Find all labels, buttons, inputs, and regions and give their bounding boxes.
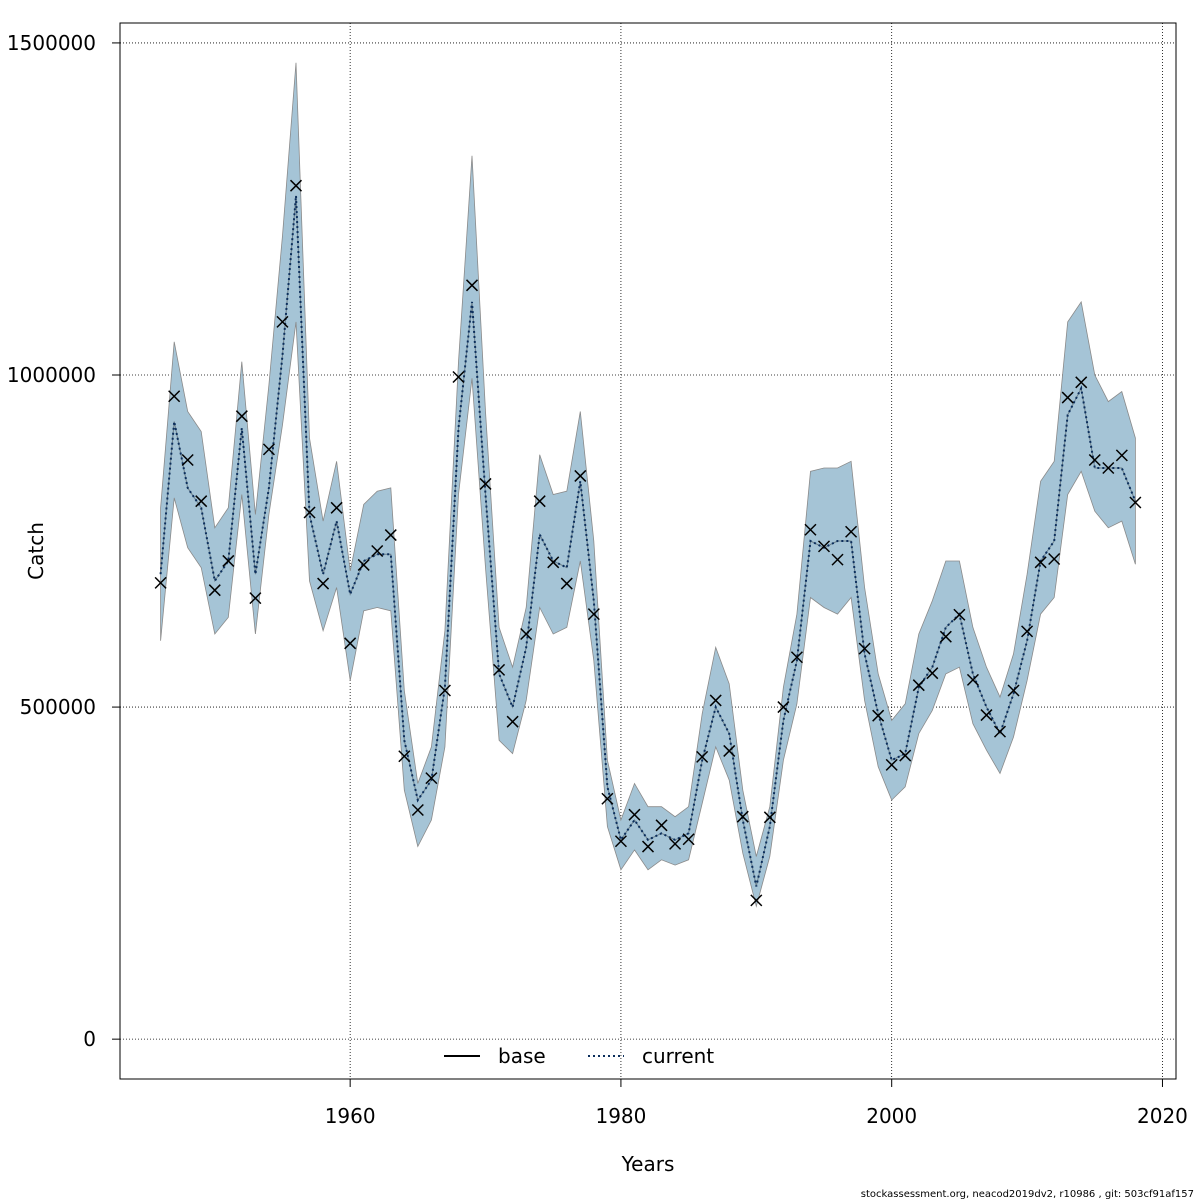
observed-marker-2014 xyxy=(1075,376,1088,389)
observed-marker-1992 xyxy=(777,701,790,714)
observed-marker-1958 xyxy=(317,577,330,590)
x-tick-label-1980: 1980 xyxy=(595,1104,646,1128)
observed-marker-2010 xyxy=(1021,625,1034,638)
observed-marker-1952 xyxy=(235,410,248,423)
y-tick-label-500000: 500000 xyxy=(20,695,96,719)
observed-marker-1956 xyxy=(289,179,303,192)
observed-marker-1980 xyxy=(614,835,627,848)
observed-marker-1982 xyxy=(641,840,655,853)
observed-marker-1965 xyxy=(411,803,424,817)
observed-marker-1985 xyxy=(682,833,695,846)
y-tick-label-0: 0 xyxy=(83,1027,96,1051)
y-axis: 0 500000 1000000 1500000 xyxy=(7,31,120,1051)
observed-marker-1974 xyxy=(533,495,546,508)
observed-marker-1954 xyxy=(262,443,275,456)
observed-marker-1962 xyxy=(371,544,384,558)
observed-marker-1998 xyxy=(858,642,871,655)
observed-marker-1948 xyxy=(181,453,194,467)
observed-marker-1993 xyxy=(790,651,803,664)
x-tick-label-2020: 2020 xyxy=(1137,1104,1188,1128)
observed-marker-1986 xyxy=(696,750,709,763)
observed-marker-2008 xyxy=(993,725,1007,738)
observed-marker-1991 xyxy=(763,811,776,824)
observed-marker-1960 xyxy=(344,637,357,650)
legend-label-base: base xyxy=(498,1044,546,1068)
observed-marker-1978 xyxy=(587,608,600,621)
observed-marker-1949 xyxy=(195,495,208,508)
observed-marker-1969 xyxy=(465,279,479,292)
observed-marker-1973 xyxy=(520,627,533,641)
y-tick-label-1000000: 1000000 xyxy=(7,363,96,387)
observed-marker-1997 xyxy=(845,525,858,538)
current-series-line xyxy=(159,195,1137,887)
observed-marker-1967 xyxy=(438,684,451,697)
observed-markers xyxy=(154,179,1142,907)
observed-marker-1979 xyxy=(601,792,614,805)
observed-marker-1994 xyxy=(804,523,817,536)
observed-marker-1963 xyxy=(384,529,397,542)
observed-marker-1951 xyxy=(222,554,235,567)
x-tick-label-2000: 2000 xyxy=(866,1104,917,1128)
observed-marker-1972 xyxy=(506,715,519,728)
observed-marker-1971 xyxy=(493,663,506,676)
x-tick-label-1960: 1960 xyxy=(325,1104,376,1128)
observed-marker-1966 xyxy=(425,772,438,785)
observed-marker-1996 xyxy=(831,553,844,566)
observed-marker-1983 xyxy=(655,819,668,832)
observed-marker-2013 xyxy=(1061,391,1074,404)
y-axis-title: Catch xyxy=(24,522,48,580)
observed-marker-1959 xyxy=(330,501,343,514)
observed-marker-1977 xyxy=(574,469,587,482)
observed-marker-2002 xyxy=(912,679,925,692)
observed-marker-2007 xyxy=(980,709,993,722)
observed-marker-1946 xyxy=(154,576,167,589)
observed-marker-2017 xyxy=(1115,449,1128,462)
observed-marker-1989 xyxy=(736,810,749,823)
observed-marker-1981 xyxy=(628,808,641,821)
y-tick-label-1500000: 1500000 xyxy=(7,31,96,55)
observed-marker-2009 xyxy=(1007,684,1020,697)
observed-marker-1975 xyxy=(547,556,560,569)
observed-marker-1995 xyxy=(817,540,831,553)
observed-marker-1961 xyxy=(357,558,370,571)
observed-marker-1953 xyxy=(249,592,262,605)
observed-marker-1987 xyxy=(709,694,722,707)
observed-marker-2000 xyxy=(885,758,898,771)
x-axis: 1960 1980 2000 2020 xyxy=(325,1079,1188,1128)
observed-marker-1999 xyxy=(872,709,885,722)
observed-marker-1968 xyxy=(452,370,465,384)
observed-marker-2018 xyxy=(1129,496,1142,509)
observed-marker-1976 xyxy=(560,577,573,590)
observed-marker-2001 xyxy=(899,749,912,762)
observed-marker-1988 xyxy=(723,744,736,757)
observed-marker-2016 xyxy=(1102,461,1115,475)
observed-marker-2003 xyxy=(926,667,939,680)
observed-marker-1990 xyxy=(750,894,763,907)
footer-credit: stockassessment.org, neacod2019dv2, r109… xyxy=(861,1189,1194,1200)
observed-marker-1964 xyxy=(398,750,411,763)
legend-label-current: current xyxy=(642,1044,714,1068)
observed-marker-1950 xyxy=(208,584,221,597)
observed-marker-1970 xyxy=(479,477,492,490)
confidence-band xyxy=(160,62,1136,908)
observed-marker-2004 xyxy=(939,630,952,643)
observed-marker-2015 xyxy=(1088,453,1101,467)
observed-marker-1947 xyxy=(168,390,181,403)
x-axis-title: Years xyxy=(621,1152,675,1176)
observed-marker-2006 xyxy=(966,673,979,686)
legend: base current xyxy=(444,1044,714,1068)
observed-marker-1955 xyxy=(276,315,289,328)
plot-frame xyxy=(119,22,1177,1080)
observed-marker-1984 xyxy=(669,837,682,850)
observed-marker-2011 xyxy=(1034,556,1047,569)
observed-marker-1957 xyxy=(303,506,316,519)
observed-marker-2005 xyxy=(953,608,966,621)
observed-marker-2012 xyxy=(1048,552,1061,566)
